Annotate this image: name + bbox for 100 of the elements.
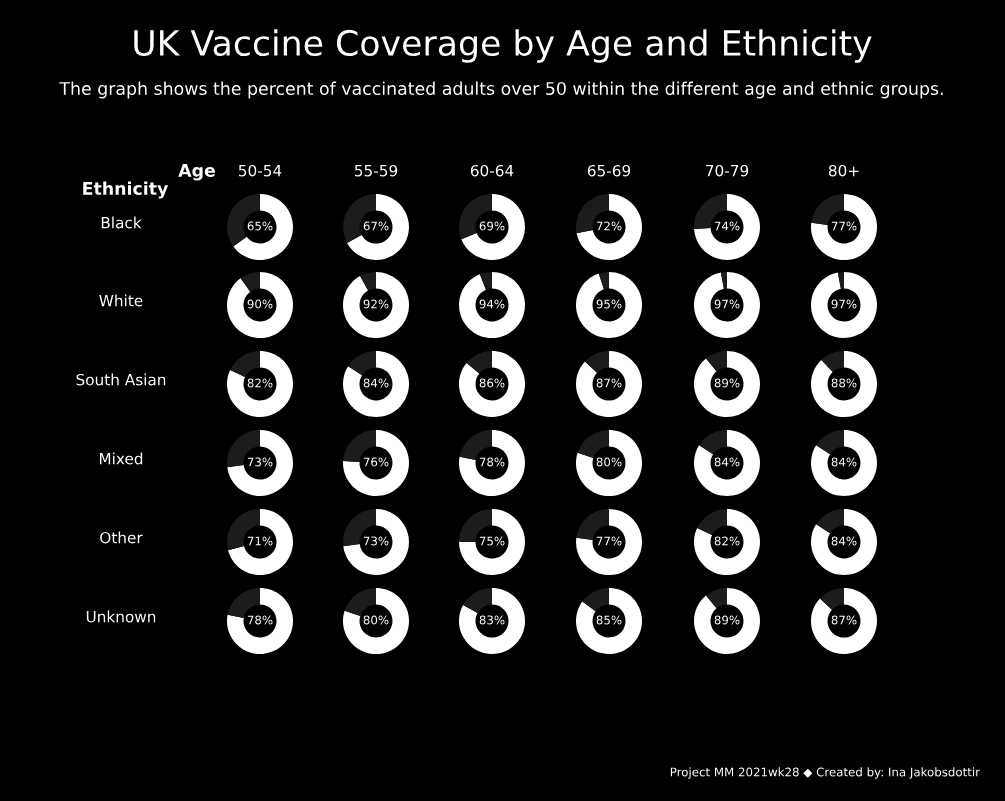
donut-slice xyxy=(699,430,727,455)
data-label: 89% xyxy=(714,378,740,388)
category-label: 50-54 xyxy=(238,164,282,177)
data-label: 94% xyxy=(479,299,505,309)
data-label: 87% xyxy=(831,615,857,625)
donut-slice xyxy=(837,272,844,289)
donut-slice xyxy=(576,272,642,338)
data-label: 84% xyxy=(363,378,389,388)
category-label: Unknown xyxy=(86,610,156,623)
donut-slice xyxy=(811,194,877,260)
donut-slice xyxy=(461,194,525,260)
donut-slice xyxy=(459,430,525,496)
data-label: 84% xyxy=(831,536,857,546)
category-label: 80+ xyxy=(828,164,859,177)
donut-slice xyxy=(816,430,844,455)
data-label: 92% xyxy=(363,299,389,309)
donut-slice xyxy=(576,509,642,575)
donut-slice xyxy=(576,351,642,417)
donut-slice xyxy=(479,272,492,290)
donut-slice xyxy=(343,272,409,338)
donut-slice xyxy=(811,272,877,338)
donut-slice xyxy=(227,351,293,417)
donut-slice xyxy=(343,351,409,417)
category-label: South Asian xyxy=(76,373,166,386)
donut-slice xyxy=(230,351,260,377)
donut-slice xyxy=(811,430,877,496)
donut-slice xyxy=(582,588,609,612)
donut-slice xyxy=(821,351,844,372)
text: Project MM 2021wk28 ◆ Created by: Ina Jakobsdottir xyxy=(670,767,980,779)
data-label: 75% xyxy=(479,536,505,546)
text: UK Vaccine Coverage by Age and Ethnicity xyxy=(134,29,872,63)
data-label: 72% xyxy=(596,221,622,231)
donut-slice xyxy=(816,509,844,534)
category-label: Mixed xyxy=(99,452,143,465)
category-label: 65-69 xyxy=(587,164,631,177)
donut-slice xyxy=(466,351,492,374)
text: The graph shows the percent of vaccinated adults over 50 within the different age and ethnic groups. xyxy=(59,81,943,99)
donut-slice xyxy=(344,588,376,616)
data-label: 77% xyxy=(596,536,622,546)
data-label: 69% xyxy=(479,221,505,231)
data-label: 88% xyxy=(831,378,857,388)
donut-slice xyxy=(343,430,409,496)
text: Age xyxy=(178,164,215,181)
donut-slice xyxy=(463,588,492,614)
donut-slice xyxy=(343,509,409,575)
donut-slice xyxy=(705,351,727,372)
data-label: 97% xyxy=(714,299,740,309)
data-label: 85% xyxy=(596,615,622,625)
data-label: 71% xyxy=(247,536,273,546)
donut-slice xyxy=(459,509,525,575)
data-label: 83% xyxy=(479,615,505,625)
data-label: 67% xyxy=(363,221,389,231)
donut-slice xyxy=(576,588,642,654)
data-label: 86% xyxy=(479,378,505,388)
category-label: 70-79 xyxy=(706,164,749,177)
data-label: 80% xyxy=(363,615,389,625)
data-label: 78% xyxy=(479,457,505,467)
data-label: 82% xyxy=(247,378,273,388)
donut-slice xyxy=(459,351,525,417)
donut-slice xyxy=(811,351,877,417)
donut-slice xyxy=(459,588,525,654)
data-label: 73% xyxy=(363,536,389,546)
donut-slice xyxy=(240,272,260,292)
data-label: 76% xyxy=(363,457,389,467)
data-label: 84% xyxy=(714,457,740,467)
data-label: 80% xyxy=(596,457,622,467)
donut-slice xyxy=(227,272,293,338)
donut-slice xyxy=(720,272,727,289)
data-label: 82% xyxy=(714,536,740,546)
category-label: Other xyxy=(100,531,143,544)
category-label: White xyxy=(99,294,143,307)
donut-slice xyxy=(227,430,293,496)
donut-slice xyxy=(228,509,293,575)
donut-slice xyxy=(598,272,609,290)
donut-slice xyxy=(577,430,609,458)
donut-slice xyxy=(819,588,844,610)
donut-slice xyxy=(811,588,877,654)
donut-slice xyxy=(694,509,760,575)
donut-slice xyxy=(459,272,525,338)
donut-slice xyxy=(360,272,376,291)
data-label: 97% xyxy=(831,299,857,309)
donut-slice xyxy=(694,430,760,496)
data-label: 78% xyxy=(247,615,273,625)
donut-slice xyxy=(694,272,760,338)
donut-slice xyxy=(697,509,727,535)
data-label: 89% xyxy=(714,615,740,625)
donut-slice xyxy=(233,194,293,260)
donut-slice xyxy=(348,351,376,376)
donut-slice xyxy=(694,351,760,417)
donut-slice xyxy=(705,588,727,609)
category-label: 60-64 xyxy=(470,164,514,177)
category-label: Black xyxy=(101,216,142,229)
donut-slice xyxy=(576,194,642,260)
donut-slice xyxy=(576,430,642,496)
donut-slice xyxy=(694,588,760,654)
data-label: 65% xyxy=(247,221,273,231)
data-label: 90% xyxy=(247,299,273,309)
category-label: 55-59 xyxy=(354,164,398,177)
data-label: 84% xyxy=(831,457,857,467)
donut-slice xyxy=(584,351,609,373)
